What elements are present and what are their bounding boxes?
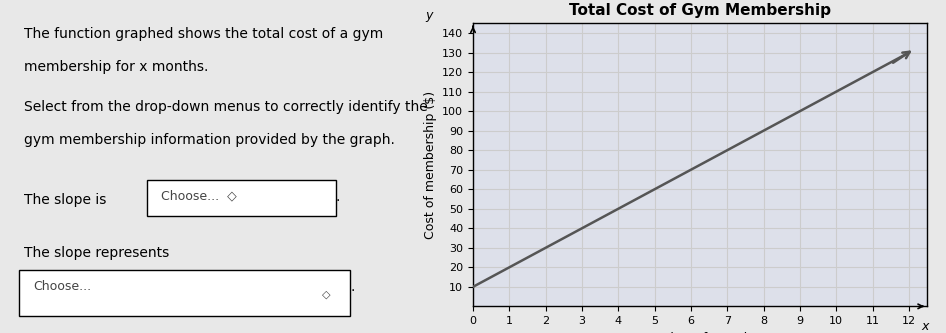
Text: y: y — [426, 9, 433, 22]
Y-axis label: Cost of membership ($): Cost of membership ($) — [424, 91, 437, 239]
Text: Select from the drop-down menus to correctly identify the: Select from the drop-down menus to corre… — [24, 100, 428, 114]
X-axis label: Number of months: Number of months — [641, 332, 759, 333]
Title: Total Cost of Gym Membership: Total Cost of Gym Membership — [569, 3, 831, 18]
Text: The slope is: The slope is — [24, 193, 106, 207]
FancyBboxPatch shape — [19, 270, 350, 316]
Text: The slope represents: The slope represents — [24, 246, 169, 260]
Text: x: x — [921, 320, 929, 333]
Text: ◇: ◇ — [322, 290, 330, 300]
Text: The function graphed shows the total cost of a gym: The function graphed shows the total cos… — [24, 27, 383, 41]
Text: gym membership information provided by the graph.: gym membership information provided by t… — [24, 133, 394, 147]
Text: Choose...  ◇: Choose... ◇ — [161, 190, 236, 203]
Text: .: . — [350, 280, 355, 294]
FancyBboxPatch shape — [147, 180, 336, 216]
Text: .: . — [336, 190, 341, 204]
Text: membership for x months.: membership for x months. — [24, 60, 208, 74]
Text: Choose...: Choose... — [33, 280, 91, 293]
